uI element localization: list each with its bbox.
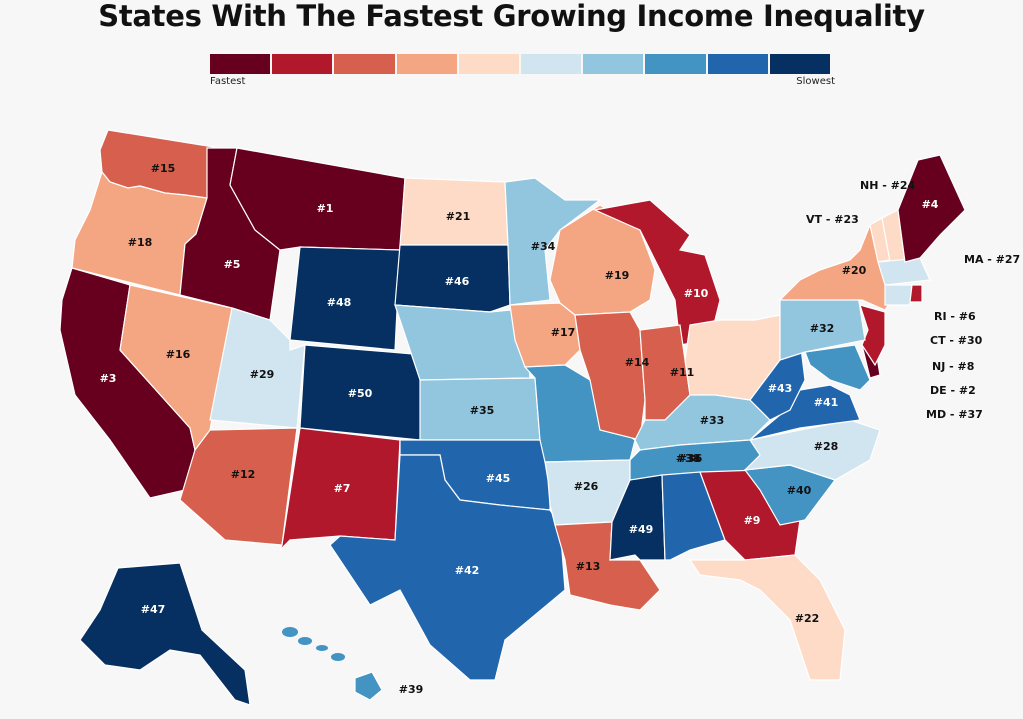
state-hi-island-4: [331, 653, 345, 661]
legend-swatch-2: [272, 54, 333, 74]
state-ri: [909, 284, 923, 303]
legend-swatch-8: [645, 54, 706, 74]
callout-de: DE - #2: [930, 384, 976, 397]
state-label-va: #41: [814, 396, 839, 409]
state-nj: [859, 304, 886, 367]
callout-vt: VT - #23: [806, 213, 859, 226]
callout-ri: RI - #6: [934, 310, 976, 323]
state-mn: [504, 177, 602, 306]
state-label-fl: #22: [795, 612, 820, 625]
state-label-tx: #42: [455, 564, 480, 577]
legend-label-fastest: Fastest: [210, 76, 246, 87]
callout-nj: NJ - #8: [932, 360, 975, 373]
state-label-nd: #21: [446, 210, 471, 223]
state-md: [804, 344, 871, 391]
state-wy: [289, 246, 401, 351]
state-label-mi: #10: [684, 287, 709, 300]
callout-ma: MA - #27: [964, 253, 1021, 266]
state-ut: [209, 307, 306, 429]
state-ct: [884, 284, 913, 306]
legend-swatch-3: [334, 54, 395, 74]
state-label-mt: #1: [317, 202, 334, 215]
state-label-ms: #49: [629, 523, 654, 536]
state-label-ut: #29: [250, 368, 275, 381]
state-label-ia: #17: [551, 326, 576, 339]
state-label-ok: #45: [486, 472, 511, 485]
state-hi-island-1: [282, 627, 298, 637]
state-label-ar: #26: [574, 480, 599, 493]
state-nc: [743, 419, 881, 481]
map-title: States With The Fastest Growing Income I…: [98, 0, 925, 33]
state-az: [179, 427, 298, 546]
legend-swatch-5: [458, 54, 520, 74]
state-label-sd: #46: [445, 275, 470, 288]
state-tx: [329, 454, 566, 681]
color-legend: [210, 54, 831, 74]
state-label-wa: #15: [151, 162, 176, 175]
state-hi-island-3: [316, 645, 328, 651]
state-label-ky: #33: [700, 414, 725, 427]
state-sd: [394, 244, 511, 313]
callout-nh: NH - #24: [860, 179, 916, 192]
state-label-ny: #20: [842, 264, 867, 277]
state-ms: [609, 474, 666, 561]
state-label-wv: #43: [768, 382, 793, 395]
state-label-ak: #47: [141, 603, 166, 616]
state-label-hi: #39: [399, 683, 424, 696]
state-mo: [523, 364, 636, 463]
state-label-wy: #48: [327, 296, 352, 309]
legend-swatch-6: [521, 54, 582, 74]
state-me: [897, 154, 966, 263]
legend-swatch-9: [707, 54, 768, 74]
state-label-il: #14: [625, 356, 650, 369]
state-ak: [79, 562, 251, 706]
state-label-nc: #28: [814, 440, 839, 453]
callout-ct: CT - #30: [930, 334, 983, 347]
state-ma: [877, 257, 931, 286]
state-label-mn: #34: [531, 240, 556, 253]
legend-swatch-4: [396, 54, 457, 74]
state-label-in: #11: [670, 366, 695, 379]
state-label-nm: #7: [334, 482, 351, 495]
state-hi: [354, 671, 383, 701]
state-label-ca: #3: [100, 372, 117, 385]
state-label-tn: #36: [678, 452, 703, 465]
state-fl: [688, 554, 846, 681]
state-label-la: #13: [576, 560, 601, 573]
state-label-az: #12: [231, 468, 256, 481]
callout-md: MD - #37: [926, 408, 983, 421]
state-label-mo: #38: [676, 452, 701, 465]
state-label-id: #5: [224, 258, 241, 271]
state-label-ks: #35: [470, 404, 495, 417]
state-label-sc: #40: [787, 484, 812, 497]
state-label-or: #18: [128, 236, 153, 249]
state-label-me: #4: [922, 198, 939, 211]
legend-swatch-1: [210, 54, 271, 74]
state-label-co: #50: [348, 387, 373, 400]
state-label-nv: #16: [166, 348, 191, 361]
legend-swatch-7: [583, 54, 644, 74]
state-hi-island-2: [298, 637, 312, 645]
state-mi: [592, 199, 721, 346]
state-label-pa: #32: [810, 322, 835, 335]
state-nm: [279, 427, 401, 551]
legend-swatch-10: [769, 54, 831, 74]
legend-label-slowest: Slowest: [796, 76, 835, 87]
state-label-wi: #19: [605, 269, 630, 282]
state-label-ga: #9: [744, 514, 761, 527]
